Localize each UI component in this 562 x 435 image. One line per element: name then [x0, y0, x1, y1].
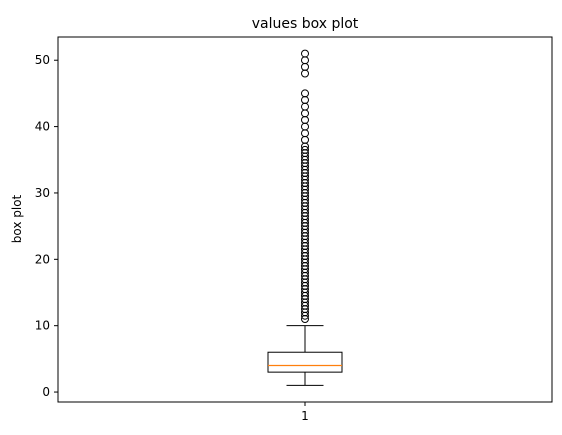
outlier-point: [301, 102, 309, 111]
outlier-point: [301, 56, 309, 65]
y-tick-label-20: 20: [35, 252, 50, 266]
outlier-point: [301, 89, 309, 98]
chart-title: values box plot: [252, 16, 359, 32]
outlier-point: [301, 122, 309, 131]
y-tick-label-30: 30: [35, 186, 50, 200]
plot-area: 0 10 20 30 40 50 1: [35, 36, 553, 423]
outlier-point: [301, 129, 309, 138]
iqr-box: [267, 351, 343, 373]
outlier-point: [301, 69, 309, 78]
outlier-point: [301, 135, 309, 144]
outlier-point: [301, 145, 309, 154]
y-axis-label: box plot: [10, 194, 24, 243]
outlier-point: [301, 96, 309, 105]
y-tick-label-40: 40: [35, 120, 50, 134]
outlier-point: [301, 115, 309, 124]
x-tick-label-1: 1: [301, 409, 309, 423]
outlier-point: [301, 49, 309, 58]
y-tick-label-10: 10: [35, 319, 50, 333]
y-tick-label-50: 50: [35, 53, 50, 67]
outlier-point: [301, 109, 309, 118]
y-tick-label-0: 0: [42, 385, 50, 399]
outlier-point: [301, 62, 309, 71]
